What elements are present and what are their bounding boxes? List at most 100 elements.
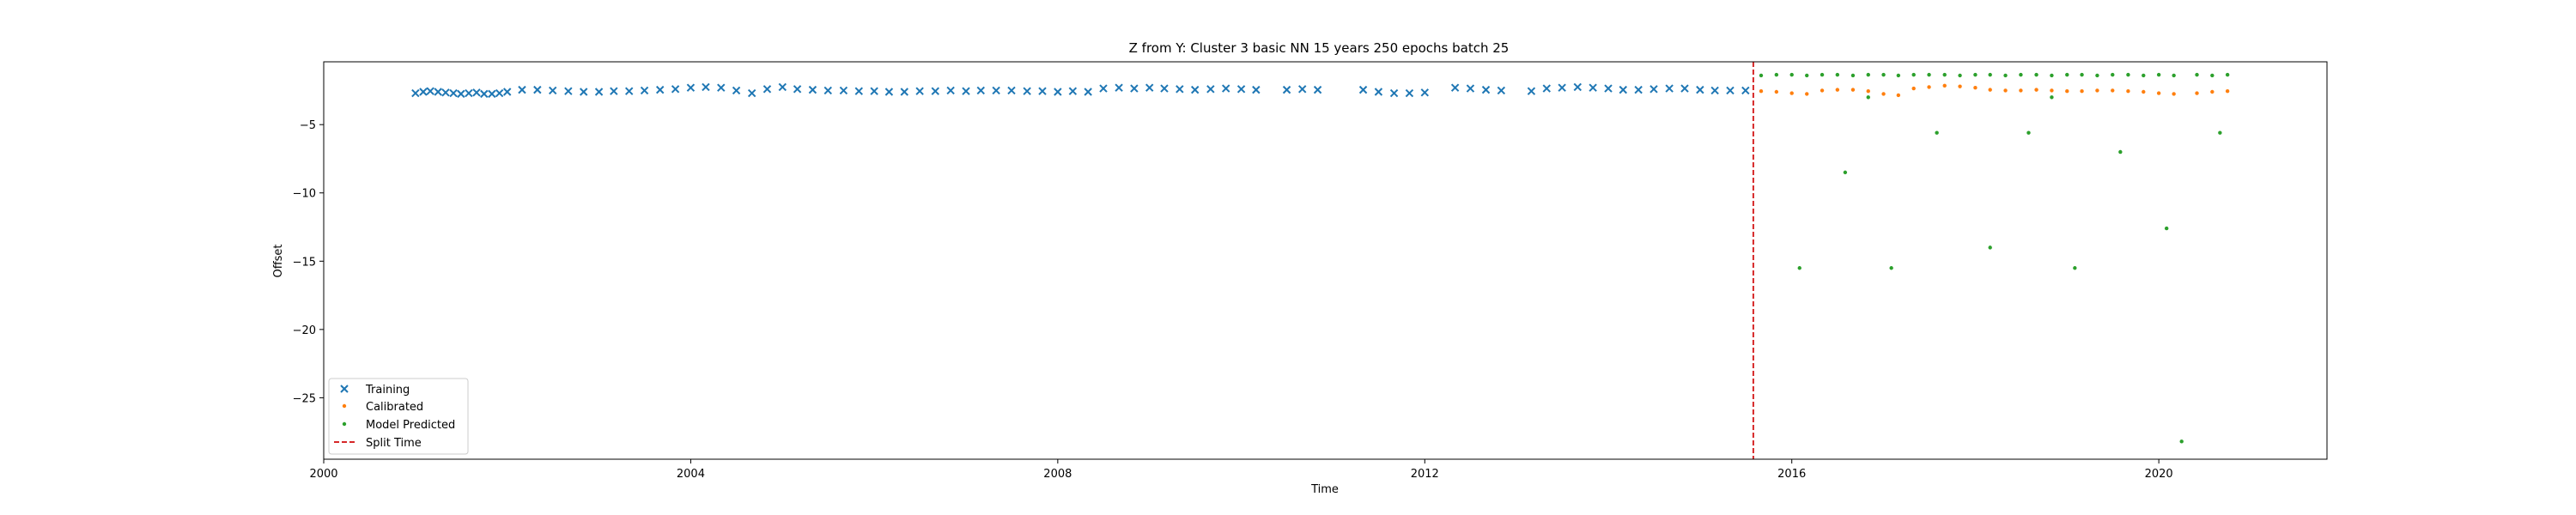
point-stroke [441,88,450,97]
point-training [1358,85,1368,94]
point-stroke [915,87,924,95]
point-stroke [854,87,863,95]
point-training [533,85,542,94]
point-stroke [1450,83,1460,92]
point-model-predicted [1843,170,1848,175]
point-stroke [457,89,465,99]
point-training [992,86,1000,95]
legend-marker-calibrated [342,403,347,409]
point-training [1680,84,1689,93]
point-stroke [580,88,588,96]
point-model-predicted [2164,226,2169,231]
point-model-predicted [2179,439,2184,444]
point-model-predicted [2142,73,2146,78]
point-stroke [495,88,504,98]
point-stroke [1298,85,1307,94]
point-stroke [1741,86,1750,95]
point-model-predicted [2050,95,2054,100]
point-model-predicted [2080,72,2084,77]
point-stroke [1573,82,1582,92]
point-training [449,88,458,98]
legend-marker-model-predicted [342,421,347,427]
point-calibrated [2034,88,2038,92]
point-model-predicted [2003,73,2008,78]
point-training [419,88,428,96]
point-training [1130,84,1139,93]
point-calibrated [2210,89,2215,94]
point-training [1054,88,1062,96]
point-training [426,87,434,95]
y-tick-label: −10 [293,188,316,201]
point-calibrated [2019,88,2023,93]
point-training [1374,88,1383,96]
point-training [1542,84,1551,93]
point-stroke [976,86,985,95]
point-model-predicted [1889,266,1893,270]
point-training [1115,83,1123,92]
point-stroke [1726,86,1735,95]
point-model-predicted [1850,73,1856,78]
point-model-predicted [1988,72,1992,77]
point-training [1710,86,1719,95]
point-stroke [1084,88,1092,96]
point-stroke [465,88,473,98]
point-stroke [992,86,1000,95]
point-stroke [1634,85,1643,94]
point-calibrated [1820,88,1825,93]
point-model-predicted [2195,72,2199,77]
point-model-predicted [1881,72,1886,77]
point-model-predicted [1927,72,1931,77]
y-tick-label: −25 [293,392,316,405]
point-training [1038,87,1047,95]
point-stroke [1282,85,1291,94]
point-stroke [1374,88,1383,96]
point-calibrated [2095,88,2099,93]
point-calibrated [1896,93,1901,98]
point-model-predicted [2111,72,2115,77]
point-training [884,88,894,96]
point-training [488,89,496,99]
point-training [1696,85,1704,94]
point-training [1405,88,1414,98]
point-stroke [732,86,741,95]
point-training [1252,85,1261,94]
point-training [823,86,832,95]
point-training [900,88,908,96]
x-axis: 2000 2004 2008 2012 2016 2020 [309,459,2173,481]
point-training [1619,85,1627,94]
point-training [1206,85,1215,94]
point-stroke [1145,83,1154,92]
point-stroke [1358,85,1368,94]
point-stroke [656,85,665,94]
point-stroke [1068,87,1078,95]
point-stroke [686,83,696,92]
point-stroke [419,88,428,96]
point-training [610,87,618,95]
point-stroke [1497,86,1506,95]
point-stroke [1236,85,1246,94]
point-stroke [946,86,955,95]
point-stroke [518,85,526,94]
point-model-predicted [2073,266,2077,270]
point-training [870,87,878,95]
point-training [1634,85,1643,94]
point-training [946,86,955,95]
point-calibrated [1774,89,1779,94]
point-stroke [702,82,710,92]
point-model-predicted [1988,245,1992,250]
point-stroke [472,88,481,97]
point-model-predicted [1774,72,1779,77]
point-training [457,89,465,99]
point-model-predicted [1835,72,1840,77]
point-training [1665,84,1674,93]
series-calibrated [1759,83,2230,98]
point-stroke [870,87,878,95]
point-training [762,85,772,94]
x-tick-label: 2016 [1777,468,1806,481]
point-training [1573,82,1582,92]
point-stroke [1313,85,1322,94]
point-calibrated [1881,92,1886,96]
point-training [564,87,573,95]
point-model-predicted [2095,73,2099,78]
point-stroke [449,88,458,98]
